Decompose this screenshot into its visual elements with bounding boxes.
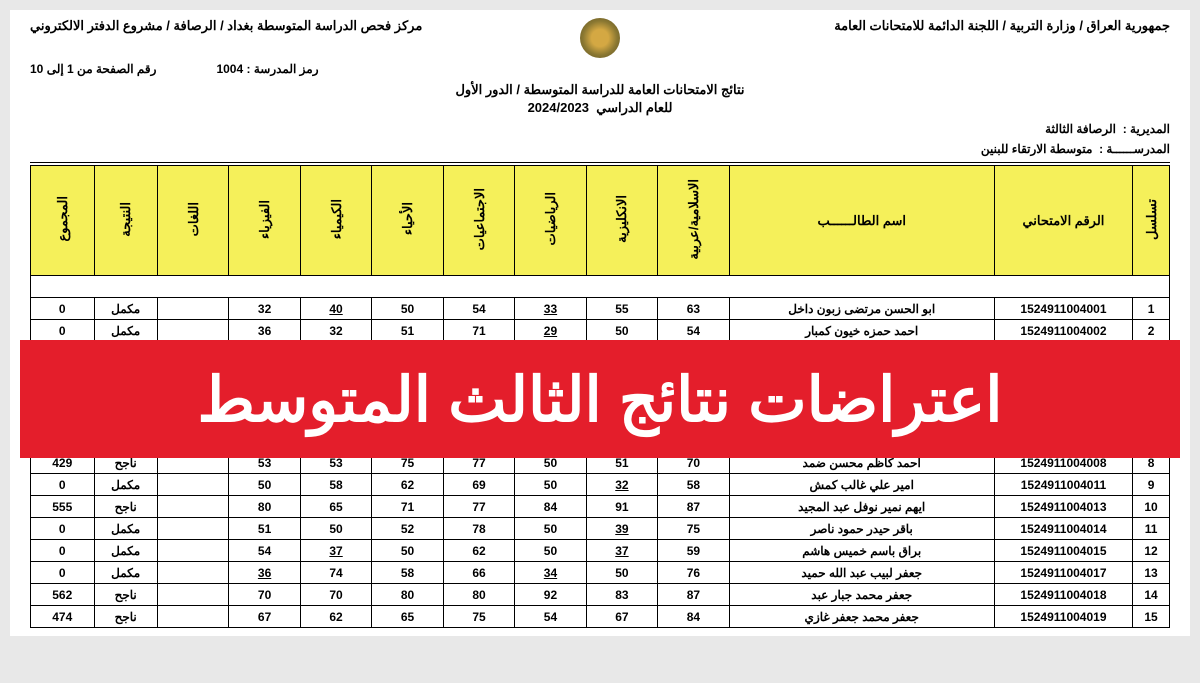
school-code: 1004 bbox=[216, 62, 243, 76]
col-student: اسم الطالــــــب bbox=[729, 166, 994, 276]
table-row: 91524911004011امير علي غالب كمش583250696… bbox=[31, 474, 1170, 496]
academic-year: للعام الدراسي 2024/2023 bbox=[30, 100, 1170, 116]
table-header: تسلسل الرقم الامتحاني اسم الطالــــــب ا… bbox=[31, 166, 1170, 276]
directorate-row: المديرية : الرصافة الثالثة bbox=[30, 122, 1170, 136]
results-title: نتائج الامتحانات العامة للدراسة المتوسطة… bbox=[30, 82, 1170, 98]
col-phys: الفيزياء bbox=[229, 166, 300, 276]
rows-bottom: 81524911004008احمد كاظم محسن ضمد70515077… bbox=[31, 452, 1170, 628]
header-sub: رمز المدرسة : 1004 رقم الصفحة من 1 إلى 1… bbox=[30, 62, 1170, 76]
table-row: 131524911004017جعفر لبيب عبد الله حميد76… bbox=[31, 562, 1170, 584]
table-row: 121524911004015براق باسم خميس هاشم593750… bbox=[31, 540, 1170, 562]
col-islamic: الاسلامية/عربية bbox=[658, 166, 729, 276]
col-result: النتيجة bbox=[94, 166, 157, 276]
table-row: 141524911004018جعفر محمد جبار عبد8783928… bbox=[31, 584, 1170, 606]
col-total: المجموع bbox=[31, 166, 95, 276]
table-row: 11524911004001ابو الحسن مرتضى زبون داخل6… bbox=[31, 298, 1170, 320]
banner-text: اعتراضات نتائج الثالث المتوسط bbox=[197, 363, 1002, 436]
logo-wrap bbox=[570, 18, 630, 58]
col-exam: الرقم الامتحاني bbox=[994, 166, 1132, 276]
center-line: مركز فحص الدراسة المتوسطة بغداد / الرصاف… bbox=[30, 18, 570, 34]
school-code-label: رمز المدرسة : bbox=[247, 62, 319, 76]
banner-overlay: اعتراضات نتائج الثالث المتوسط bbox=[20, 340, 1180, 458]
page-number: رقم الصفحة من 1 إلى 10 bbox=[30, 62, 156, 76]
iraq-emblem-icon bbox=[580, 18, 620, 58]
rows-top: 11524911004001ابو الحسن مرتضى زبون داخل6… bbox=[31, 298, 1170, 342]
col-social: الاجتماعيات bbox=[443, 166, 514, 276]
col-seq: تسلسل bbox=[1133, 166, 1170, 276]
col-chem: الكيمياء bbox=[300, 166, 371, 276]
col-bio: الأحياء bbox=[372, 166, 443, 276]
divider bbox=[30, 162, 1170, 163]
table-row: 21524911004002احمد حمزه خيون كمبار545029… bbox=[31, 320, 1170, 342]
col-lang: اللغات bbox=[157, 166, 228, 276]
gov-line: جمهورية العراق / وزارة التربية / اللجنة … bbox=[630, 18, 1170, 34]
header-top: جمهورية العراق / وزارة التربية / اللجنة … bbox=[30, 18, 1170, 58]
table-row: 151524911004019جعفر محمد جعفر غازي846754… bbox=[31, 606, 1170, 628]
table-row: 101524911004013ايهم نمير نوفل عبد المجيد… bbox=[31, 496, 1170, 518]
document-page: جمهورية العراق / وزارة التربية / اللجنة … bbox=[10, 10, 1190, 636]
school-row: المدرســــــة : متوسطة الارتقاء للبنين bbox=[30, 142, 1170, 156]
col-english: الانكليزية bbox=[586, 166, 657, 276]
col-math: الرياضيات bbox=[515, 166, 586, 276]
table-row: 111524911004014باقر حيدر حمود ناصر753950… bbox=[31, 518, 1170, 540]
